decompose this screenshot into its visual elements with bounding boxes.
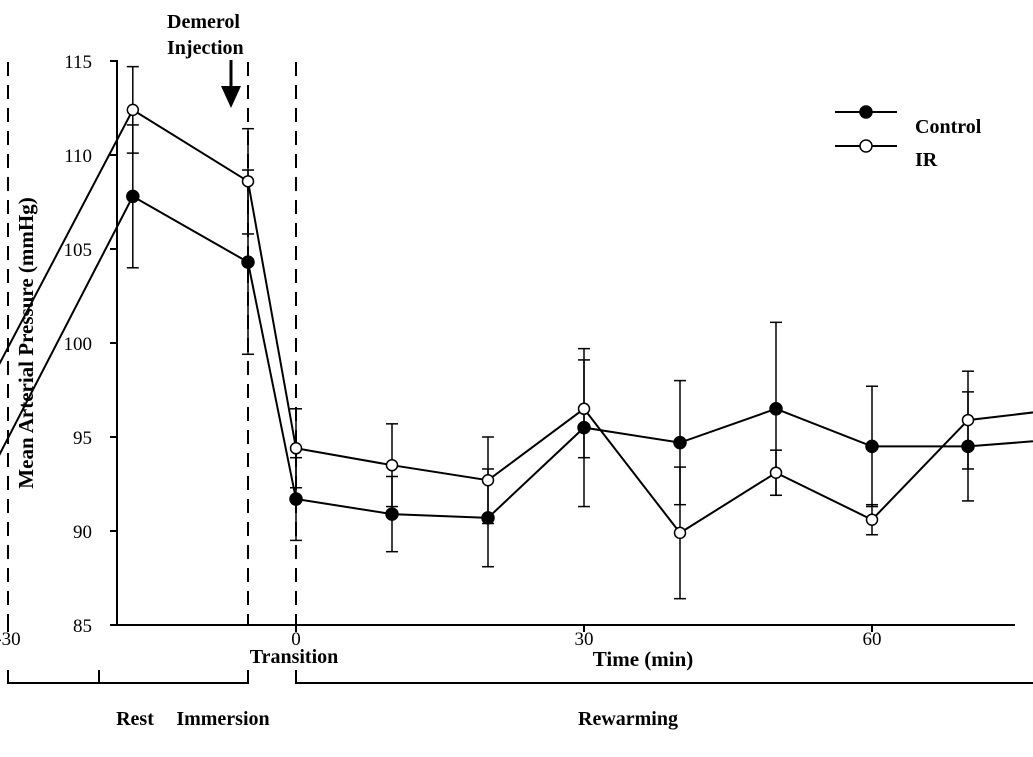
axes: [116, 60, 1015, 626]
y-tick-label: 105: [64, 240, 93, 261]
rest-label: Rest: [116, 708, 154, 730]
annotation-line2: Injection: [167, 37, 244, 59]
control-data-point: [289, 492, 303, 506]
transition-label: Transition: [250, 646, 339, 668]
y-tick-label: 110: [64, 146, 92, 167]
y-tick-label: 90: [73, 522, 92, 543]
immersion-label: Immersion: [176, 708, 269, 730]
x-axis-title: Time (min): [593, 647, 694, 671]
legend-ir-marker: [859, 139, 873, 153]
ir-data-point: [865, 513, 879, 526]
ir-data-point: [577, 402, 591, 416]
control-data-point: [769, 402, 783, 416]
rewarming-bracket: [295, 670, 1033, 684]
ir-series-line: [0, 108, 1033, 535]
y-axis-title: Mean Arterial Pressure (mmHg): [14, 197, 38, 488]
x-tick-label: 0: [291, 629, 301, 650]
rewarming-label: Rewarming: [578, 708, 678, 730]
x-tick-label: 30: [575, 629, 594, 650]
y-tick-label: 95: [73, 428, 92, 449]
ir-data-point: [961, 413, 975, 427]
ir-data-point: [289, 442, 303, 455]
y-tick-label: 100: [64, 334, 93, 355]
series-layer: [0, 65, 1033, 600]
ir-data-point: [673, 526, 687, 540]
legend-control-marker: [859, 105, 873, 119]
legend-control-label: Control: [915, 116, 982, 138]
control-data-point: [241, 255, 255, 269]
ir-data-point: [481, 473, 495, 487]
annotation-line1: Demerol: [167, 11, 240, 33]
control-data-point: [385, 507, 399, 521]
x-tick-label: 60: [863, 629, 882, 650]
rest-bracket: [7, 670, 100, 684]
ir-data-point: [126, 103, 140, 117]
demerol-injection-annotation: Demerol Injection: [167, 11, 244, 108]
legend-ir-label: IR: [915, 149, 938, 171]
x-tick-label: -30: [0, 629, 21, 650]
control-data-point: [865, 439, 879, 454]
control-data-point: [126, 189, 140, 204]
phase-brackets: Rest Immersion Rewarming: [7, 670, 1033, 730]
y-tick-label: 115: [64, 52, 92, 73]
ir-data-point: [241, 175, 255, 188]
control-data-point: [673, 435, 687, 450]
control-data-point: [961, 439, 975, 454]
phase-marker-lines: [7, 62, 297, 625]
immersion-bracket: [7, 670, 249, 684]
legend: Control IR: [835, 105, 982, 171]
control-data-point: [481, 511, 495, 525]
ir-data-point: [769, 466, 783, 479]
injection-arrow-icon: [221, 86, 241, 108]
y-ticks: 85 90 95 100 105 110 115: [64, 52, 117, 637]
x-ticks: -300306090120150: [0, 625, 882, 650]
ir-data-point: [385, 458, 399, 472]
y-tick-label: 85: [73, 616, 92, 637]
control-series-line: [0, 194, 1033, 519]
control-data-point: [577, 420, 591, 435]
